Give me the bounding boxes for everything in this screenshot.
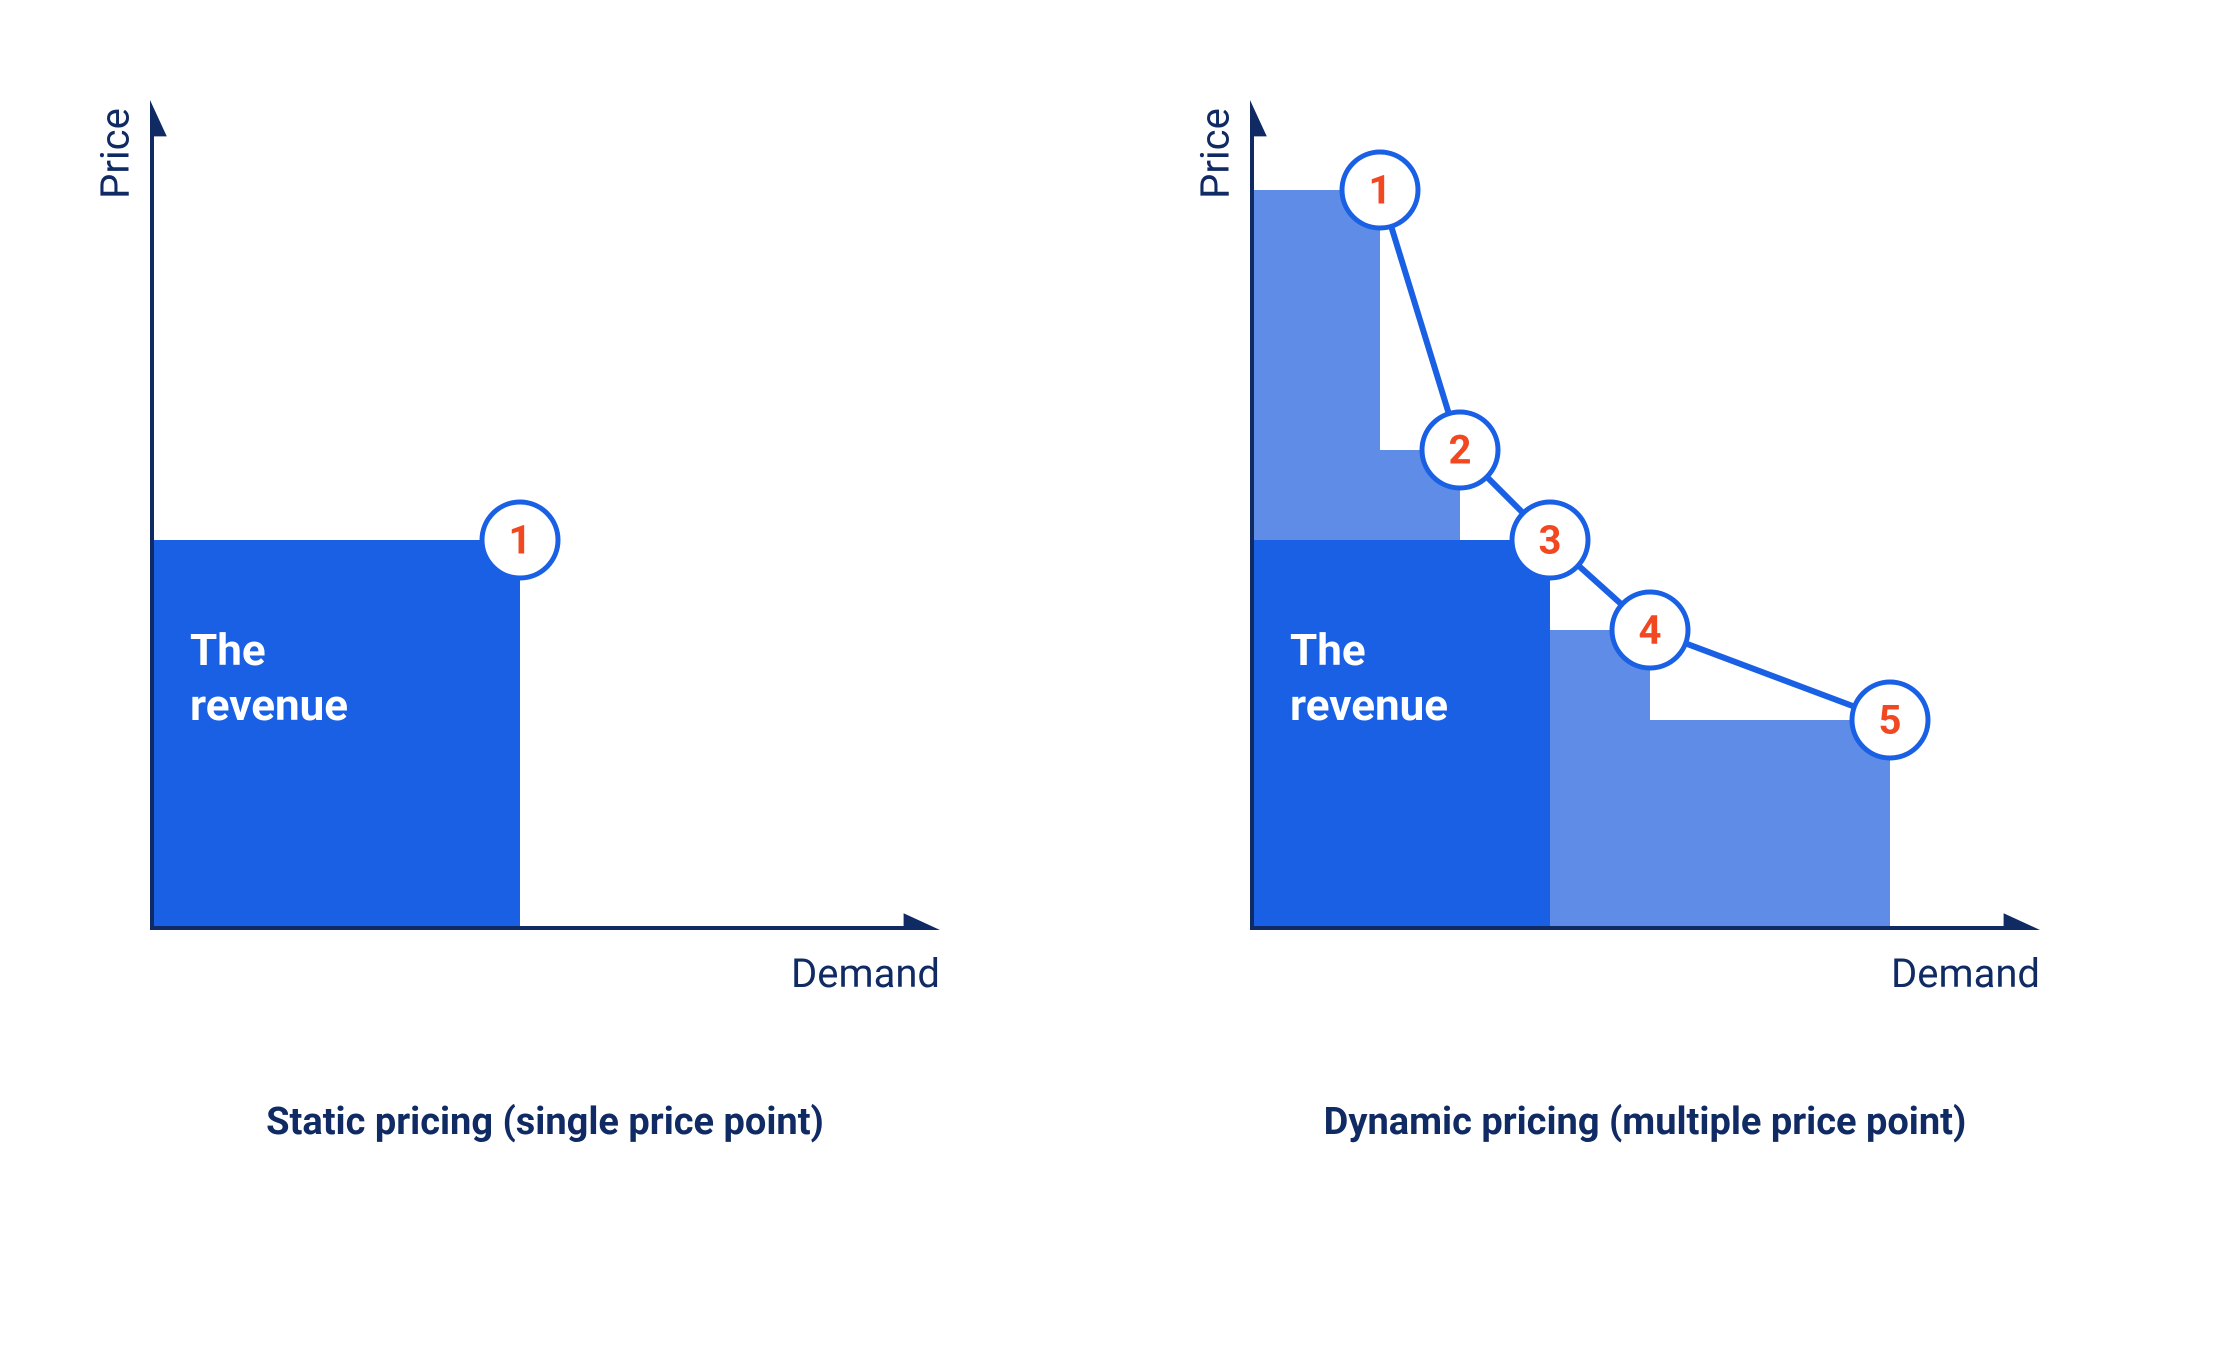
revenue-label-line1: The bbox=[1290, 624, 1366, 676]
revenue-bar bbox=[1250, 540, 1550, 930]
revenue-label-line2: revenue bbox=[190, 679, 348, 731]
price-point-number: 4 bbox=[1639, 607, 1662, 654]
dynamic-caption: Dynamic pricing (multiple price point) bbox=[1324, 1100, 1967, 1144]
static-chart-svg: Therevenue 1 bbox=[150, 100, 940, 930]
x-axis-label: Demand bbox=[1820, 950, 2040, 997]
dynamic-chart-svg: Therevenue 1 2 3 4 5 bbox=[1250, 100, 2040, 930]
y-axis-label: Price bbox=[1192, 94, 1239, 214]
static-caption: Static pricing (single price point) bbox=[266, 1100, 824, 1144]
dynamic-pricing-chart: Price Therevenue12345 Demand bbox=[1250, 100, 2040, 930]
x-axis-label: Demand bbox=[720, 950, 940, 997]
revenue-bar bbox=[150, 540, 520, 930]
x-axis-arrow bbox=[2004, 913, 2040, 930]
x-axis-arrow bbox=[904, 913, 940, 930]
price-point-number: 5 bbox=[1879, 697, 1902, 744]
price-point-number: 1 bbox=[1369, 167, 1392, 214]
y-axis-label: Price bbox=[92, 94, 139, 214]
y-axis-arrow bbox=[150, 100, 167, 136]
revenue-label-line1: The bbox=[190, 624, 266, 676]
static-pricing-chart: Price Therevenue1 Demand bbox=[150, 100, 940, 930]
price-point-number: 3 bbox=[1539, 517, 1562, 564]
price-point-number: 1 bbox=[509, 517, 532, 564]
price-point-number: 2 bbox=[1449, 427, 1472, 474]
revenue-label-line2: revenue bbox=[1290, 679, 1448, 731]
y-axis-arrow bbox=[1250, 100, 1267, 136]
